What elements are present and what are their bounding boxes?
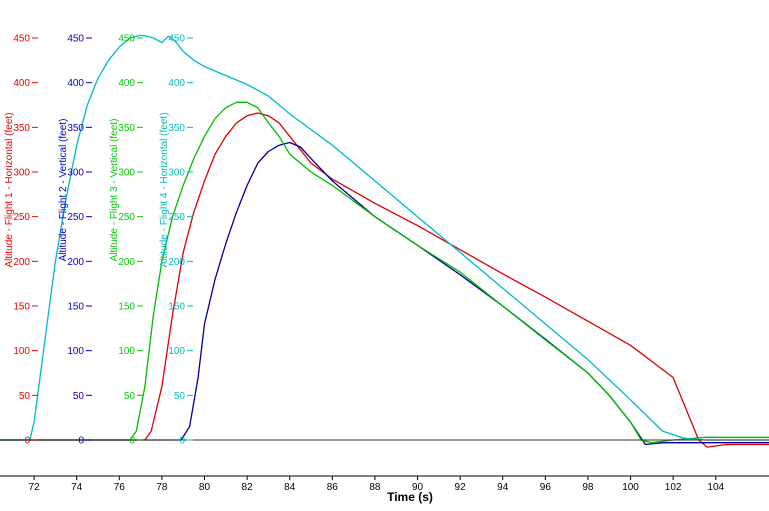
y-axis-1: 0 50 100 150 200 250 300 350 400 450 Altitude - Fl… (4, 34, 38, 447)
x-tick-label: 72 (29, 482, 41, 493)
y-tick-label: 200 (13, 257, 30, 268)
x-tick-label: 98 (582, 482, 594, 493)
x-axis: 72 74 76 78 80 82 84 86 88 90 92 94 96 98 100 102 104 (0, 475, 769, 493)
x-axis-title: Time (s) (387, 490, 433, 504)
series-line-3 (0, 101, 769, 444)
y-axis-title-3: Altitude - Flight 3 - Vertical (feet) (109, 119, 120, 262)
x-tick-label: 74 (71, 482, 83, 493)
y-tick-label: 300 (67, 168, 84, 179)
y-tick-label: 450 (67, 34, 84, 45)
x-tick-label: 96 (540, 482, 552, 493)
series-line-4 (0, 34, 769, 441)
y-tick-label: 50 (73, 391, 85, 402)
y-axis-title-2: Altitude - Flight 2 - Vertical (feet) (58, 119, 69, 262)
y-tick-label: 350 (67, 123, 84, 134)
y-tick-label: 350 (13, 123, 30, 134)
y-tick-label: 400 (168, 78, 185, 89)
x-tick-label: 104 (707, 482, 724, 493)
y-tick-label: 200 (168, 257, 185, 268)
x-tick-label: 94 (497, 482, 509, 493)
y-tick-label: 100 (67, 346, 84, 357)
y-tick-label: 450 (118, 34, 135, 45)
y-tick-label: 50 (124, 391, 136, 402)
y-tick-label: 150 (67, 302, 84, 313)
x-tick-label: 84 (284, 482, 296, 493)
y-tick-label: 0 (129, 436, 135, 447)
y-tick-label: 300 (168, 168, 185, 179)
y-tick-label: 150 (118, 302, 135, 313)
y-tick-label: 150 (13, 302, 30, 313)
y-axis-4: 0 50 100 150 200 250 300 350 400 450 Altitude - Fl… (159, 34, 193, 447)
y-axis-3: 0 50 100 150 200 250 300 350 400 450 Altitude - Fl… (109, 34, 143, 447)
y-tick-label: 350 (168, 123, 185, 134)
x-tick-label: 82 (242, 482, 254, 493)
y-tick-label: 200 (67, 257, 84, 268)
y-tick-label: 350 (118, 123, 135, 134)
y-tick-label: 0 (24, 436, 30, 447)
y-axis-title-1: Altitude - Flight 1 - Horizontal (feet) (4, 112, 15, 267)
x-tick-label: 76 (114, 482, 126, 493)
x-tick-label: 78 (156, 482, 168, 493)
y-tick-label: 400 (118, 78, 135, 89)
y-tick-label: 0 (179, 436, 185, 447)
y-tick-label: 250 (118, 212, 135, 223)
x-tick-label: 100 (622, 482, 639, 493)
x-tick-label: 86 (327, 482, 339, 493)
y-axis-title-4: Altitude - Flight 4 - Horizontal (feet) (159, 112, 170, 267)
x-tick-label: 88 (369, 482, 381, 493)
y-tick-label: 150 (168, 302, 185, 313)
x-tick-label: 80 (199, 482, 211, 493)
y-tick-label: 50 (174, 391, 186, 402)
y-tick-label: 200 (118, 257, 135, 268)
y-tick-label: 100 (13, 346, 30, 357)
y-axis-2: 0 50 100 150 200 250 300 350 400 450 Altitude - Fl… (58, 34, 92, 447)
y-tick-label: 250 (67, 212, 84, 223)
y-tick-label: 300 (13, 168, 30, 179)
y-tick-label: 50 (19, 391, 31, 402)
y-tick-label: 250 (13, 212, 30, 223)
series-line-1 (0, 112, 769, 448)
y-tick-label: 450 (13, 34, 30, 45)
x-tick-label: 92 (455, 482, 467, 493)
plot-series (0, 34, 769, 448)
y-tick-label: 400 (13, 78, 30, 89)
y-tick-label: 0 (78, 436, 84, 447)
y-tick-label: 100 (118, 346, 135, 357)
y-tick-label: 250 (168, 212, 185, 223)
y-axes: 0 50 100 150 200 250 300 350 400 450 Altitude - Fl… (4, 34, 193, 447)
y-tick-label: 300 (118, 168, 135, 179)
x-tick-label: 90 (412, 482, 424, 493)
y-tick-label: 400 (67, 78, 84, 89)
x-tick-label: 102 (665, 482, 682, 493)
y-tick-label: 100 (168, 346, 185, 357)
y-tick-label: 450 (168, 34, 185, 45)
